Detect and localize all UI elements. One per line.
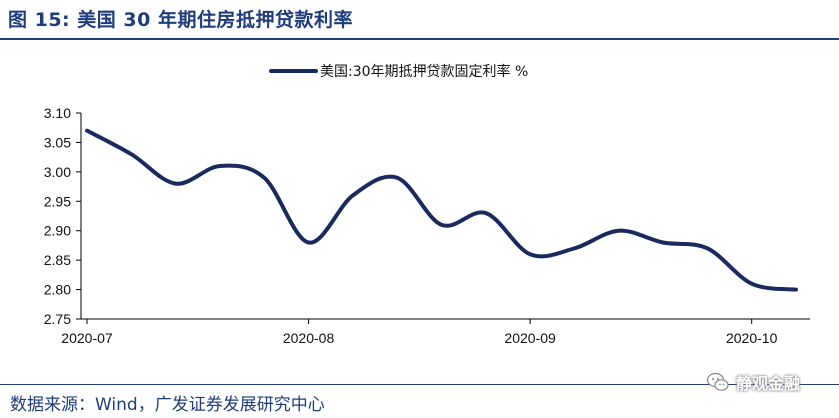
title-bar: 图 15: 美国 30 年期住房抵押贷款利率 [0,0,839,40]
figure-title: 图 15: 美国 30 年期住房抵押贷款利率 [8,9,353,31]
chart-legend: 美国:30年期抵押贷款固定利率 % [269,63,528,80]
y-axis: 3.10 3.05 3.00 2.95 2.90 2.85 2.80 2.75 [44,105,82,327]
watermark-text: 静观金融 [736,374,801,393]
watermark: 静观金融 [706,368,800,396]
y-tick-label: 3.05 [44,134,71,150]
x-tick-label: 2020-08 [283,330,335,346]
y-tick-label: 2.85 [44,252,71,268]
source-divider [0,384,839,385]
source-note: 数据来源：Wind，广发证券发展研究中心 [10,395,325,415]
series-group [85,128,798,292]
legend-label: 美国:30年期抵押贷款固定利率 % [320,63,528,80]
y-tick-label: 3.00 [44,164,71,180]
x-tick-label: 2020-07 [61,330,113,346]
series-line [85,128,798,292]
x-axis: 2020-07 2020-08 2020-09 2020-10 [61,318,810,346]
y-tick-label: 2.90 [44,223,71,239]
y-tick-label: 3.10 [44,105,71,121]
y-tick-label: 2.95 [44,193,71,209]
x-tick-label: 2020-10 [726,330,778,346]
y-tick-label: 2.80 [44,282,71,298]
line-chart: 美国:30年期抵押贷款固定利率 % 3.10 3.05 3.00 2.95 2.90 2.… [44,63,810,346]
x-tick-label: 2020-09 [504,330,556,346]
y-tick-label: 2.75 [44,311,71,327]
wechat-icon [706,372,729,391]
